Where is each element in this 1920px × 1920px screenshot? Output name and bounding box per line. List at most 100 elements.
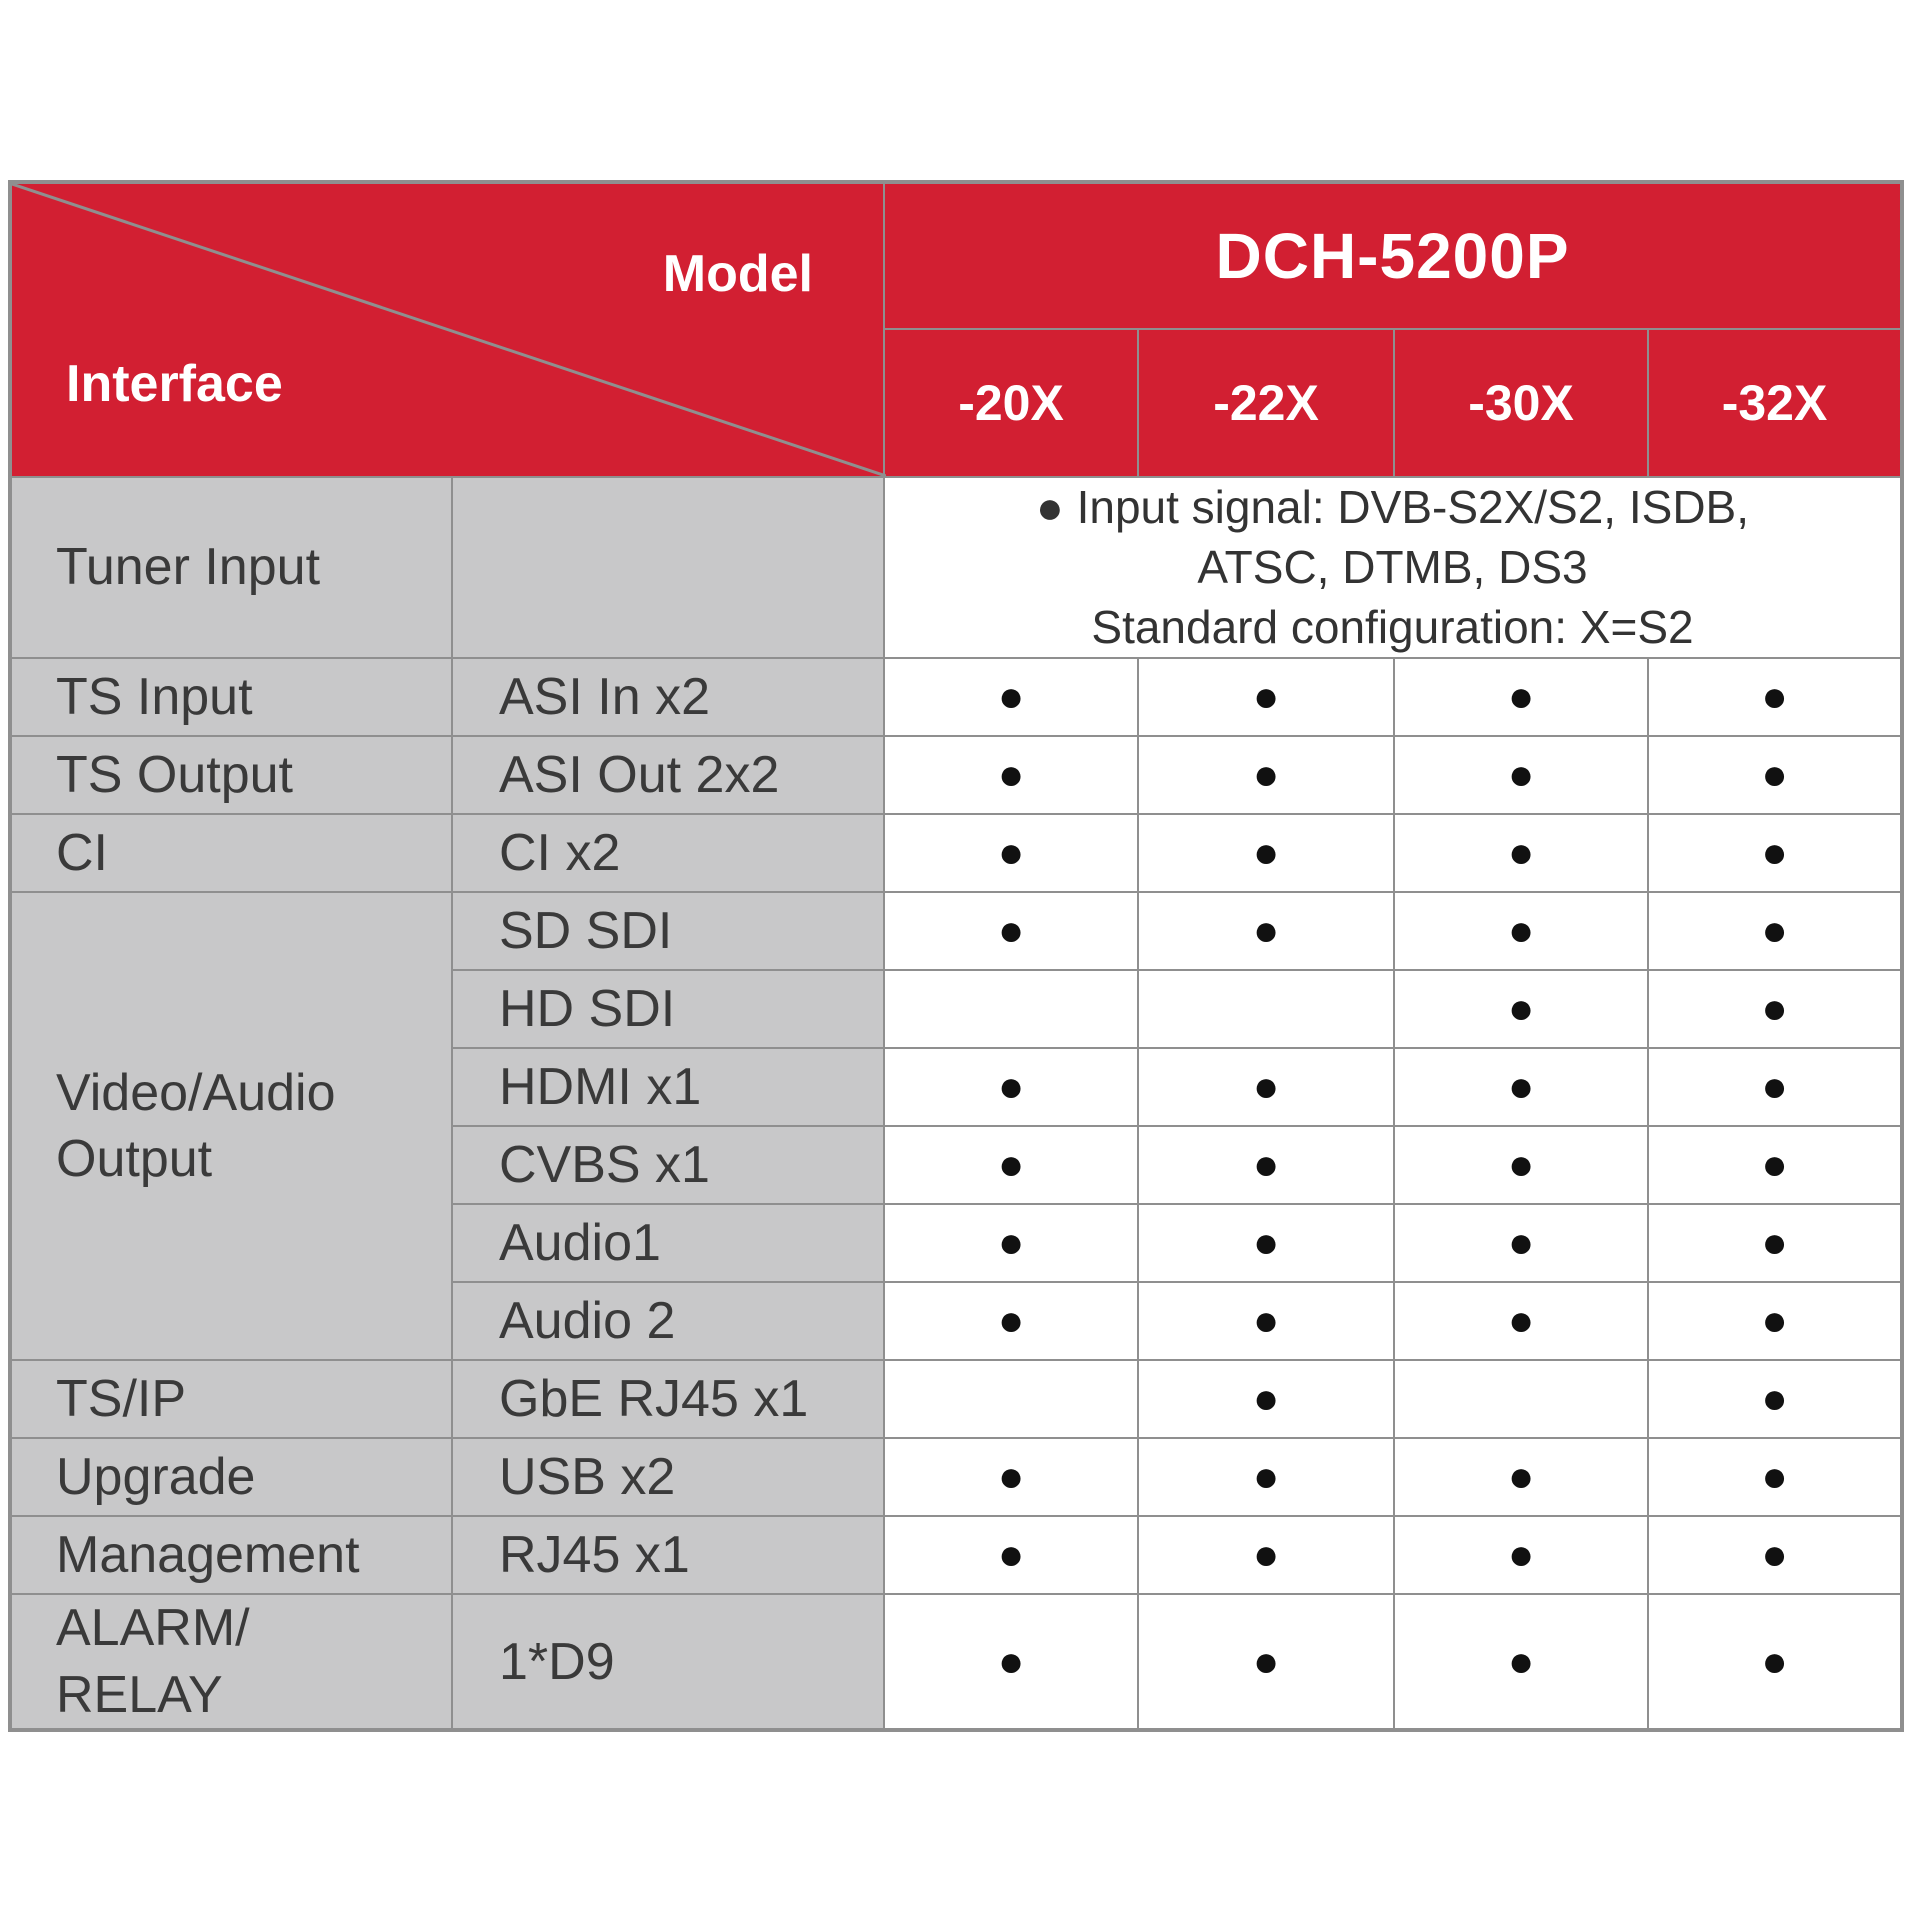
- note-line: Standard configuration: X=S2: [1091, 600, 1694, 653]
- row-label: TS Input: [9, 657, 453, 738]
- row-label-line: ALARM/: [56, 1599, 250, 1658]
- support-mark: ●: [1137, 1203, 1395, 1284]
- support-mark: ●: [883, 1047, 1139, 1128]
- table-row: Upgrade USB x2 ● ● ● ●: [9, 1437, 1904, 1518]
- variant-header: -32X: [1646, 328, 1904, 478]
- header-row-model: Model Interface DCH-5200P: [9, 181, 1904, 478]
- support-mark: ●: [883, 813, 1139, 894]
- support-mark: ●: [1646, 1437, 1904, 1518]
- support-mark: ●: [1137, 1437, 1395, 1518]
- diagonal-divider: [12, 184, 886, 476]
- table-row: CI CI x2 ● ● ● ●: [9, 813, 1904, 894]
- row-interface: SD SDI: [451, 891, 885, 972]
- row-label: TS/IP: [9, 1359, 453, 1440]
- table-row: Audio 2 ● ● ● ●: [10, 1281, 1904, 1362]
- header-row-variants: -20X -22X -30X -32X: [10, 328, 1904, 478]
- row-interface: USB x2: [451, 1437, 885, 1518]
- support-mark: ●: [1137, 1125, 1395, 1206]
- support-mark: ●: [1646, 1359, 1904, 1440]
- support-mark: ●: [1393, 891, 1649, 972]
- support-mark: ●: [1646, 1515, 1904, 1596]
- table-row: Audio1 ● ● ● ●: [10, 1203, 1904, 1284]
- support-mark: ●: [1646, 1125, 1904, 1206]
- support-mark: ●: [1393, 1203, 1649, 1284]
- table-row: CVBS x1 ● ● ● ●: [10, 1125, 1904, 1206]
- support-mark: ●: [883, 1593, 1139, 1732]
- row-label: Management: [9, 1515, 453, 1596]
- table-row: TS/IP GbE RJ45 x1 ● ●: [9, 1359, 1904, 1440]
- row-label: CI: [9, 813, 453, 894]
- corner-model-label: Model: [662, 245, 813, 303]
- support-mark: ●: [1137, 657, 1395, 738]
- row-label-line: RELAY: [56, 1665, 223, 1724]
- row-interface-empty: [451, 475, 885, 660]
- support-mark: ●: [1393, 1047, 1649, 1128]
- table-row: TS Input ASI In x2 ● ● ● ●: [9, 657, 1904, 738]
- table-row: TS Output ASI Out 2x2 ● ● ● ●: [9, 735, 1904, 816]
- row-label-alarm: ALARM/ RELAY: [9, 1593, 453, 1732]
- row-interface: RJ45 x1: [451, 1515, 885, 1596]
- support-mark: ●: [1646, 1203, 1904, 1284]
- row-interface: Audio 2: [451, 1281, 885, 1362]
- support-mark: ●: [1137, 1593, 1395, 1732]
- row-interface: Audio1: [451, 1203, 885, 1284]
- support-mark: ●: [883, 1515, 1139, 1596]
- table-row-tuner-input: Tuner Input ● Input signal: DVB-S2X/S2, …: [9, 475, 1904, 660]
- table-row: Management RJ45 x1 ● ● ● ●: [9, 1515, 1904, 1596]
- corner-header-cell: Model Interface: [9, 181, 886, 478]
- support-mark: ●: [1137, 1359, 1395, 1440]
- row-interface: ASI Out 2x2: [451, 735, 885, 816]
- support-mark: ●: [883, 1125, 1139, 1206]
- row-label-line: Output: [56, 1130, 213, 1189]
- row-label: Tuner Input: [9, 475, 453, 660]
- tuner-input-note: ● Input signal: DVB-S2X/S2, ISDB, ATSC, …: [882, 475, 1904, 660]
- support-mark: ●: [1393, 1593, 1649, 1732]
- row-interface: CVBS x1: [451, 1125, 885, 1206]
- row-interface: 1*D9: [451, 1593, 885, 1732]
- support-mark: ●: [883, 657, 1139, 738]
- row-interface: HDMI x1: [451, 1047, 885, 1128]
- support-mark: ●: [1137, 735, 1395, 816]
- table-row: HDMI x1 ● ● ● ●: [10, 1047, 1904, 1128]
- table-row: Video/Audio Output SD SDI ● ● ● ●: [9, 891, 1904, 1362]
- support-mark: [1137, 969, 1395, 1050]
- support-mark: ●: [1137, 1047, 1395, 1128]
- support-mark: ●: [1393, 1281, 1649, 1362]
- support-mark: ●: [1393, 657, 1649, 738]
- support-mark: [1393, 1359, 1649, 1440]
- support-mark: ●: [883, 1437, 1139, 1518]
- note-line: ● Input signal: DVB-S2X/S2, ISDB,: [1036, 481, 1750, 533]
- row-label-video-audio: Video/Audio Output: [9, 891, 453, 1362]
- support-mark: ●: [1646, 735, 1904, 816]
- support-mark: ●: [1646, 1593, 1904, 1732]
- row-label: TS Output: [9, 735, 453, 816]
- support-mark: ●: [1646, 891, 1904, 972]
- support-mark: [883, 969, 1139, 1050]
- support-mark: ●: [1393, 735, 1649, 816]
- variant-header: -30X: [1393, 328, 1649, 478]
- support-mark: ●: [1393, 1515, 1649, 1596]
- note-line: ATSC, DTMB, DS3: [1197, 540, 1588, 593]
- row-interface: GbE RJ45 x1: [451, 1359, 885, 1440]
- support-mark: ●: [1646, 813, 1904, 894]
- row-interface: CI x2: [451, 813, 885, 894]
- support-mark: ●: [1393, 969, 1649, 1050]
- model-name-header: DCH-5200P: [882, 181, 1904, 330]
- table-row: HD SDI ● ●: [10, 969, 1904, 1050]
- support-mark: ●: [1137, 891, 1395, 972]
- support-mark: ●: [1393, 1437, 1649, 1518]
- variant-header: -22X: [1137, 328, 1395, 478]
- support-mark: ●: [1137, 1515, 1395, 1596]
- row-interface: ASI In x2: [451, 657, 885, 738]
- support-mark: ●: [1646, 657, 1904, 738]
- support-mark: [883, 1359, 1139, 1440]
- support-mark: ●: [1646, 1281, 1904, 1362]
- support-mark: ●: [1646, 969, 1904, 1050]
- support-mark: ●: [1137, 813, 1395, 894]
- support-mark: ●: [883, 891, 1139, 972]
- row-interface: HD SDI: [451, 969, 885, 1050]
- row-label: Upgrade: [9, 1437, 453, 1518]
- support-mark: ●: [1646, 1047, 1904, 1128]
- support-mark: ●: [883, 1281, 1139, 1362]
- table-row: ALARM/ RELAY 1*D9 ● ● ● ●: [9, 1593, 1904, 1732]
